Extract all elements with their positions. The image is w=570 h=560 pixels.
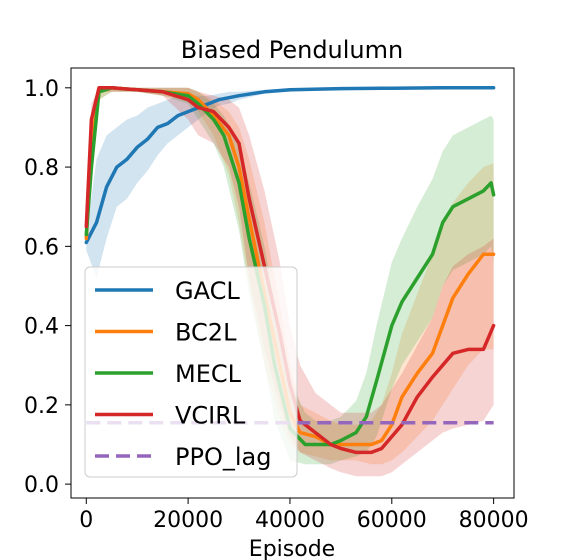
band-mecl [86,87,494,465]
legend-label-bc2l: BC2L [175,319,237,347]
legend-box [84,266,298,478]
x-tick-label: 20000 [153,508,223,533]
x-axis-label: Episode [249,537,335,560]
y-tick-label: 0.6 [24,235,59,260]
line-vcirl [84,86,496,455]
y-tick-label: 1.0 [24,77,59,102]
legend-label-gacl: GACL [175,277,240,305]
legend-label-mecl: MECL [175,360,242,388]
x-tick-label: 0 [79,508,93,533]
series-lines [84,86,496,455]
y-tick-label: 0.0 [24,473,59,498]
x-axis: 0 20000 40000 60000 80000 [79,498,529,533]
y-tick-label: 0.8 [24,156,59,181]
legend-label-ppo-lag: PPO_lag [175,443,271,471]
legend-label-vcirl: VCIRL [175,402,246,430]
y-axis: 0.0 0.2 0.4 0.6 0.8 1.0 [24,77,71,498]
chart-title: Biased Pendulumn [181,36,403,64]
x-tick-label: 80000 [459,508,529,533]
x-tick-label: 60000 [357,508,427,533]
plot-frame [70,67,515,499]
y-tick-label: 0.4 [24,315,59,340]
x-tick-label: 40000 [255,508,325,533]
line-gacl [84,86,496,245]
y-tick-label: 0.2 [24,394,59,419]
legend: GACL BC2L MECL VCIRL PPO_lag [84,266,298,478]
